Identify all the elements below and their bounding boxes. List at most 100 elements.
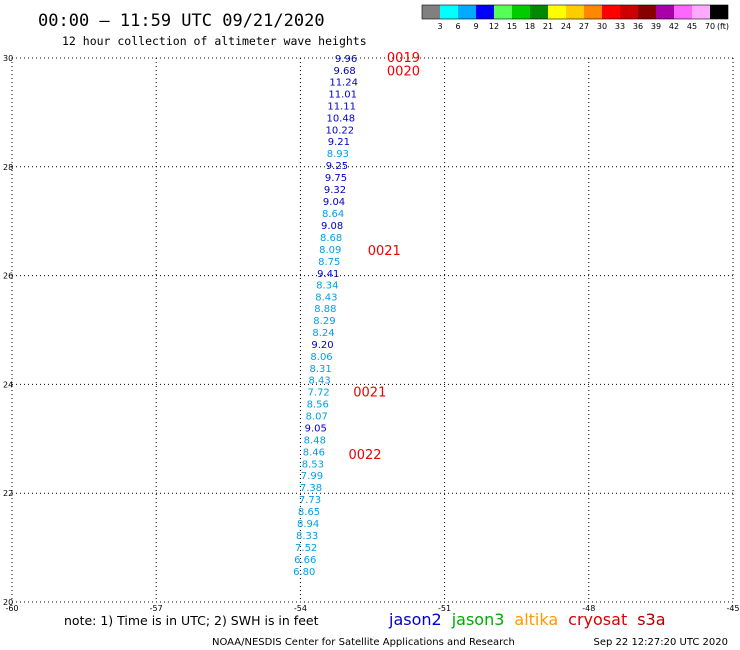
y-tick-label: 26 — [3, 272, 13, 281]
x-tick-label: -45 — [726, 604, 739, 613]
swh-value-label: 9.32 — [324, 185, 346, 196]
satellite-legend-item: s3a — [637, 610, 665, 629]
swh-value-label: 8.68 — [320, 233, 342, 244]
scale-swatch — [692, 5, 710, 19]
y-tick-label: 30 — [3, 54, 13, 63]
scale-swatch — [656, 5, 674, 19]
swh-value-label: 8.07 — [306, 411, 328, 422]
scale-swatch — [584, 5, 602, 19]
swh-value-label: 7.73 — [299, 495, 321, 506]
scale-label: 18 — [525, 22, 535, 31]
scale-frame — [421, 4, 729, 20]
scale-label: 15 — [507, 22, 517, 31]
swh-value-label: 8.24 — [312, 328, 334, 339]
swh-value-label: 8.43 — [308, 376, 330, 387]
y-tick-label: 20 — [3, 598, 13, 607]
scale-swatch — [530, 5, 548, 19]
scale-swatch — [494, 5, 512, 19]
cycle-label: 0019 — [387, 51, 420, 66]
swh-value-label: 8.29 — [313, 316, 335, 327]
x-tick-label: -54 — [294, 604, 307, 613]
scale-label: 12 — [489, 22, 499, 31]
swh-value-label: 9.08 — [321, 221, 343, 232]
swh-value-label: 7.72 — [308, 387, 330, 398]
cycle-label: 0020 — [387, 65, 420, 80]
footer-note: note: 1) Time is in UTC; 2) SWH is in fe… — [64, 613, 319, 628]
swh-value-label: 8.64 — [322, 209, 344, 220]
footer-timestamp: Sep 22 12:27:20 UTC 2020 — [594, 637, 728, 648]
scale-label: 21 — [543, 22, 553, 31]
satellite-legend: jason2 jason3 altika cryosat s3a — [388, 610, 666, 629]
swh-value-label: 9.21 — [328, 137, 350, 148]
swh-value-label: 8.93 — [327, 149, 349, 160]
satellite-legend-item: cryosat — [568, 610, 627, 629]
swh-value-label: 9.20 — [311, 340, 333, 351]
swh-value-label: 8.46 — [303, 447, 325, 458]
satellite-legend-item: jason2 — [388, 610, 442, 629]
swh-value-label: 8.53 — [302, 459, 324, 470]
swh-value-label: 7.99 — [301, 471, 323, 482]
scale-swatch — [620, 5, 638, 19]
scale-label: 27 — [579, 22, 589, 31]
scale-label: 42 — [669, 22, 679, 31]
scale-swatch — [512, 5, 530, 19]
scale-label: 30 — [597, 22, 607, 31]
scale-label: 9 — [473, 22, 478, 31]
axis-ticks: -60 -57 -54 -51 -48 -45 20 22 24 26 28 30 — [3, 54, 740, 613]
scale-swatch — [458, 5, 476, 19]
scale-swatch — [602, 5, 620, 19]
swh-value-label: 8.09 — [319, 245, 341, 256]
swh-value-label: 8.43 — [315, 292, 337, 303]
swh-value-label: 9.04 — [323, 197, 345, 208]
swh-value-label: 9.75 — [325, 173, 347, 184]
scale-swatch — [638, 5, 656, 19]
swh-value-label: 8.31 — [309, 364, 331, 375]
scale-label: 45 — [687, 22, 697, 31]
scale-unit: (ft) — [717, 22, 729, 31]
swh-value-label: 8.94 — [297, 519, 319, 530]
color-scale-legend: 3 6 9 12 15 18 21 24 27 30 33 36 39 42 45 70 (ft) — [421, 4, 729, 31]
swh-value-label: 8.65 — [298, 507, 320, 518]
scale-label: 70 — [705, 22, 715, 31]
scale-label: 24 — [561, 22, 571, 31]
swh-value-label: 8.56 — [307, 399, 329, 410]
cycle-label: 0021 — [368, 244, 401, 259]
wave-height-values: 9.969.6811.2411.0111.1110.4810.229.218.9… — [293, 54, 358, 578]
swh-value-label: 7.38 — [300, 483, 322, 494]
swh-value-label: 9.05 — [305, 423, 327, 434]
plot-grid — [11, 57, 734, 603]
swh-value-label: 8.75 — [318, 257, 340, 268]
swh-value-label: 11.24 — [329, 77, 358, 88]
y-tick-label: 28 — [3, 163, 13, 172]
footer-credit: NOAA/NESDIS Center for Satellite Applica… — [212, 637, 515, 648]
scale-swatch — [674, 5, 692, 19]
scale-label: 36 — [633, 22, 643, 31]
swh-value-label: 8.06 — [310, 352, 332, 363]
scale-label: 3 — [437, 22, 442, 31]
swh-value-label: 9.96 — [335, 54, 357, 65]
swh-value-label: 11.01 — [328, 89, 357, 100]
swh-value-label: 8.48 — [304, 435, 326, 446]
scale-swatch — [422, 5, 440, 19]
swh-value-label: 11.11 — [327, 101, 356, 112]
swh-value-label: 8.33 — [296, 531, 318, 542]
scale-label: 6 — [455, 22, 460, 31]
scale-swatch — [566, 5, 584, 19]
scale-swatch — [710, 5, 728, 19]
satellite-legend-item: jason3 — [451, 610, 505, 629]
swh-value-label: 7.52 — [295, 543, 317, 554]
swh-value-label: 6.80 — [293, 567, 315, 578]
chart-subtitle: 12 hour collection of altimeter wave hei… — [62, 34, 367, 48]
scale-label: 39 — [651, 22, 661, 31]
swh-value-label: 8.34 — [316, 280, 338, 291]
swh-value-label: 8.88 — [314, 304, 336, 315]
swh-value-label: 10.22 — [325, 125, 354, 136]
scale-swatch — [548, 5, 566, 19]
x-tick-label: -48 — [582, 604, 595, 613]
chart-title: 00:00 – 11:59 UTC 09/21/2020 — [38, 11, 325, 31]
y-tick-label: 22 — [3, 489, 13, 498]
x-tick-label: -57 — [150, 604, 163, 613]
swh-value-label: 10.48 — [326, 113, 355, 124]
